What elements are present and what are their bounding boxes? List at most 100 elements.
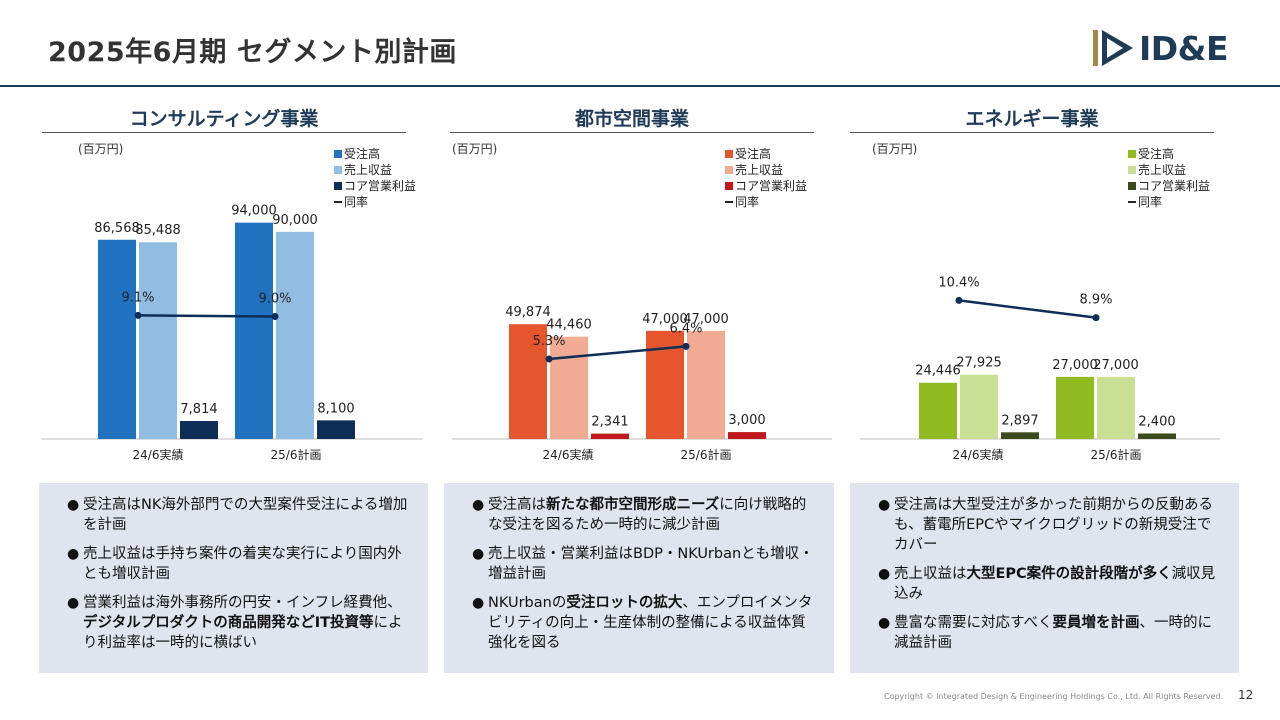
legend-item: 受注高 xyxy=(725,146,807,162)
data-label: 85,488 xyxy=(135,223,181,238)
legend-swatch xyxy=(725,166,733,174)
legend-swatch xyxy=(1128,150,1136,158)
legend-item: 売上収益 xyxy=(334,162,416,178)
company-logo: ID&E xyxy=(1093,29,1229,68)
note-emphasis: 大型EPC案件の設計段階が多く xyxy=(966,566,1172,582)
bar-core-profit-2 xyxy=(1138,433,1176,439)
notes-box-urban: ● 受注高は新たな都市空間形成ニーズに向け戦略的な受注を図るため一時的に減少計画 ●… xyxy=(444,483,834,673)
bar-orders-1 xyxy=(509,324,547,439)
note-bullet: ● 売上収益は大型EPC案件の設計段階が多く減収見込み xyxy=(864,564,1225,604)
note-text: 営業利益は海外事務所の円安・インフレ経費他、デジタルプロダクトの商品開発などIT… xyxy=(83,593,414,653)
rate-label: 6.4% xyxy=(669,321,702,336)
bar-core-profit-2 xyxy=(728,432,766,439)
legend-item: コア営業利益 xyxy=(1128,178,1210,194)
data-label: 2,400 xyxy=(1138,414,1175,429)
rate-point xyxy=(682,342,690,350)
segment-divider xyxy=(42,132,406,133)
note-bullet: ● 受注高は新たな都市空間形成ニーズに向け戦略的な受注を図るため一時的に減少計画 xyxy=(458,495,820,535)
data-label: 94,000 xyxy=(231,204,277,219)
bar-core-profit-1 xyxy=(180,421,218,439)
rate-point xyxy=(955,296,963,304)
rate-label: 9.0% xyxy=(258,292,291,307)
data-label: 2,897 xyxy=(1001,413,1038,428)
legend-swatch xyxy=(334,166,342,174)
data-label: 27,000 xyxy=(1093,358,1139,373)
legend-swatch xyxy=(1128,182,1136,190)
note-bullet: ● NKUrbanの受注ロットの拡大、エンプロイメンタビリティの向上・生産体制の整… xyxy=(458,593,820,653)
note-run: により利益率は一時的に横ばい xyxy=(83,615,403,651)
legend-item: 受注高 xyxy=(1128,146,1210,162)
data-label: 2,341 xyxy=(591,415,628,430)
note-run: 豊富な需要に対応すべく xyxy=(894,615,1053,631)
bar-revenue-1 xyxy=(960,374,998,439)
note-text: 豊富な需要に対応すべく要員増を計画、一時的に減益計画 xyxy=(894,613,1225,653)
bar-core-profit-2 xyxy=(317,420,355,439)
data-label: 90,000 xyxy=(272,213,318,228)
bullet-dot-icon: ● xyxy=(472,595,485,611)
bullet-dot-icon: ● xyxy=(472,497,485,513)
title-divider xyxy=(0,85,1280,87)
logo-mark-icon xyxy=(1093,30,1133,66)
note-run: 、エンプロイメンタビリティの向上・生産体制の整備による収益体質強化を図る xyxy=(488,595,813,651)
legend-line-swatch xyxy=(334,201,342,203)
legend-label: 同率 xyxy=(344,195,369,209)
data-label: 7,814 xyxy=(180,402,217,417)
legend-item: 同率 xyxy=(1128,194,1210,210)
page-title: 2025年6月期 セグメント別計画 xyxy=(48,37,457,68)
data-label: 47,000 xyxy=(683,312,729,327)
legend-label: コア営業利益 xyxy=(344,179,417,193)
legend-energy: 受注高 売上収益 コア営業利益 同率 xyxy=(1128,146,1210,210)
note-run: 受注高は xyxy=(488,497,546,513)
bullet-dot-icon: ● xyxy=(67,546,80,562)
legend-label: コア営業利益 xyxy=(735,179,808,193)
rate-point xyxy=(545,355,553,363)
data-label: 49,874 xyxy=(505,305,551,320)
bar-orders-2 xyxy=(235,222,273,439)
category-label: 24/6実績 xyxy=(543,447,594,462)
note-bullet: ● 受注高は大型受注が多かった前期からの反動あるも、蓄電所EPCやマイクログリッド… xyxy=(864,495,1225,555)
rate-line xyxy=(137,314,276,318)
note-bullet: ● 受注高はNK海外部門での大型案件受注による増加を計画 xyxy=(53,495,414,535)
bar-orders-1 xyxy=(919,382,957,439)
bar-revenue-2 xyxy=(276,231,314,439)
bullet-dot-icon: ● xyxy=(67,595,80,611)
note-text: 売上収益は大型EPC案件の設計段階が多く減収見込み xyxy=(894,564,1225,604)
category-label: 24/6実績 xyxy=(133,447,184,462)
note-run: 営業利益は海外事務所の円安・インフレ経費他、 xyxy=(83,595,402,611)
legend-label: 同率 xyxy=(1138,195,1163,209)
legend-item: コア営業利益 xyxy=(334,178,416,194)
note-run: に向け戦略的な受注を図るため一時的に減少計画 xyxy=(488,497,807,533)
rate-line xyxy=(548,345,687,361)
unit-label: (百万円) xyxy=(872,142,918,156)
bar-revenue-1 xyxy=(139,242,177,439)
rate-label: 8.9% xyxy=(1079,293,1112,308)
data-label: 8,100 xyxy=(317,401,354,416)
legend-label: 同率 xyxy=(735,195,760,209)
bullet-dot-icon: ● xyxy=(878,497,891,513)
bar-core-profit-1 xyxy=(591,433,629,439)
legend-swatch xyxy=(1128,166,1136,174)
bullet-dot-icon: ● xyxy=(878,566,891,582)
note-emphasis: 新たな都市空間形成ニーズ xyxy=(546,497,720,513)
note-text: 売上収益・営業利益はBDP・NKUrbanとも増収・増益計画 xyxy=(488,544,820,584)
category-label: 25/6計画 xyxy=(271,447,322,462)
rate-label: 5.3% xyxy=(532,334,565,349)
legend-swatch xyxy=(334,182,342,190)
legend-item: 同率 xyxy=(334,194,416,210)
rate-label: 10.4% xyxy=(938,275,979,290)
legend-item: 受注高 xyxy=(334,146,416,162)
rate-line xyxy=(958,299,1097,319)
data-label: 24,446 xyxy=(915,364,961,379)
note-run: NKUrbanの xyxy=(488,595,567,611)
legend-label: コア営業利益 xyxy=(1138,179,1211,193)
legend-item: 売上収益 xyxy=(725,162,807,178)
legend-label: 受注高 xyxy=(735,147,772,161)
page-number: 12 xyxy=(1238,688,1254,702)
bullet-dot-icon: ● xyxy=(472,546,485,562)
bar-revenue-2 xyxy=(687,330,725,439)
segment-title-energy: エネルギー事業 xyxy=(965,108,1099,130)
note-text: NKUrbanの受注ロットの拡大、エンプロイメンタビリティの向上・生産体制の整備… xyxy=(488,593,820,653)
note-run: 売上収益・営業利益はBDP・NKUrbanとも増収・増益計画 xyxy=(488,546,814,582)
